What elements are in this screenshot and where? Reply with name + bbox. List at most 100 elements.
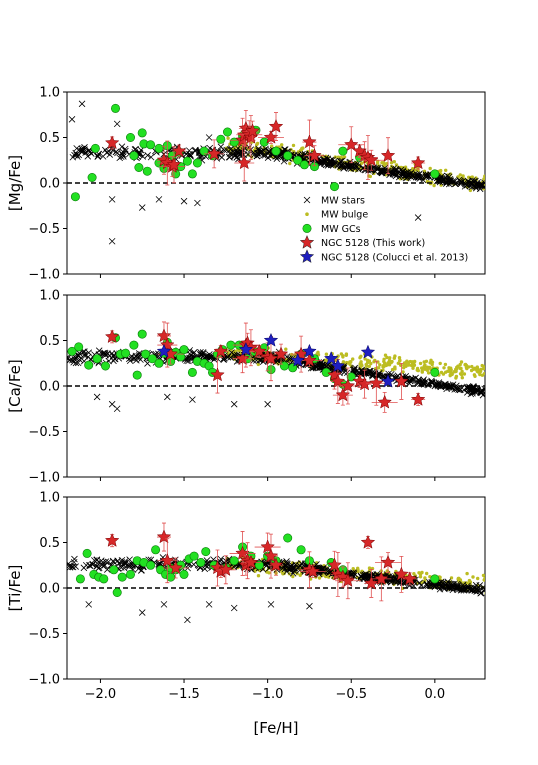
mw-gc-point: [74, 342, 84, 352]
mw-star-mark: [359, 165, 367, 172]
mw-bulge-point: [387, 363, 392, 367]
mw-gc-point: [216, 134, 226, 144]
mw-star-mark: [323, 565, 331, 573]
mw-bulge-point: [401, 370, 405, 374]
ngc5128-this-work-point: [380, 148, 396, 162]
mw-star-mark: [387, 169, 395, 177]
mw-bulge-point: [382, 162, 386, 167]
mw-gc-point: [111, 103, 121, 113]
mw-bulge-point: [485, 176, 488, 179]
mw-bulge-point: [413, 359, 417, 364]
mw-gc-point: [189, 551, 199, 561]
ngc5128-this-work-point: [327, 557, 342, 572]
mw-gc-point: [129, 151, 139, 161]
y-tick-label: 0.5: [39, 334, 60, 349]
mw-star-mark: [309, 364, 317, 372]
mw-star-mark: [80, 145, 87, 152]
mw-star-mark: [473, 588, 480, 595]
y-tick-label: −1.0: [28, 268, 60, 283]
ngc5128-this-work-point: [156, 529, 172, 544]
mw-star-mark: [360, 575, 368, 583]
mw-star-mark: [137, 356, 144, 363]
mw-gc-point: [82, 548, 92, 558]
mw-star-mark: [394, 578, 401, 585]
mw-star-mark: [205, 134, 213, 141]
mw-stars-series: [56, 100, 485, 245]
mw-gc-point: [430, 169, 440, 179]
mw-bulge-point: [365, 358, 370, 362]
ngc5128-this-work-point: [268, 118, 284, 133]
mw-bulge-point: [441, 372, 446, 376]
mw-bulge-point: [459, 372, 464, 377]
mw-star-mark: [95, 347, 103, 354]
mw-bulge-point: [418, 361, 423, 366]
mw-star-mark: [58, 559, 64, 565]
mw-bulge-point: [488, 182, 491, 185]
mw-star-mark: [264, 154, 272, 161]
ngc5128-this-work-point: [104, 533, 120, 547]
mw-bulge-point: [367, 364, 371, 369]
mw-gc-point: [179, 569, 189, 579]
mw-star-mark: [155, 196, 163, 203]
mw-star-mark: [56, 567, 62, 573]
mw-bulge-point: [491, 583, 494, 586]
mw-bulge-point: [423, 576, 427, 580]
mw-star-mark: [358, 366, 366, 374]
mw-bulge-point: [360, 569, 364, 573]
ngc5128-this-work-point: [340, 573, 356, 587]
mw-star-mark: [437, 580, 445, 588]
mw-bulge-point: [360, 161, 364, 165]
mw-star-mark: [72, 359, 80, 367]
mw-star-mark: [131, 354, 138, 362]
mw-star-mark: [468, 183, 475, 191]
mw-star-mark: [67, 148, 68, 155]
mw-bulge-point: [478, 372, 482, 377]
ngc5128-this-work-point: [410, 391, 426, 406]
y-tick-label: 0.5: [39, 131, 60, 146]
mw-bulge-point: [486, 579, 489, 582]
mw-star-mark: [59, 154, 65, 160]
mw-star-mark: [287, 355, 294, 362]
mw-star-mark: [217, 555, 225, 563]
mw-bulge-point: [455, 365, 459, 370]
mw-star-mark: [477, 589, 484, 597]
ngc5128-this-work-point: [213, 343, 229, 358]
mw-star-mark: [331, 157, 338, 165]
mw-bulge-point: [444, 168, 448, 172]
mw-gc-point: [112, 587, 122, 597]
mw-star-mark: [132, 145, 139, 153]
mw-star-mark: [415, 171, 423, 179]
panel-3: −1.0 −0.5 0.0 0.5 1.0 −2.0 −1.5 −1.0 −0.5 0.0 [Ti/…: [6, 491, 494, 702]
ngc5128-this-work-point: [263, 548, 279, 563]
mw-bulge-point: [491, 582, 494, 585]
mw-star-mark: [408, 377, 416, 384]
mw-star-mark: [58, 353, 64, 359]
mw-bulge-point: [378, 363, 382, 367]
mw-star-mark: [61, 563, 67, 569]
mw-bulge-point: [456, 576, 461, 581]
ngc5128-this-work-point: [251, 343, 267, 358]
ngc5128-this-work-point: [235, 351, 250, 365]
mw-bulge-point: [341, 355, 345, 359]
mw-star-mark: [89, 560, 97, 568]
mw-star-mark: [56, 152, 62, 158]
mw-gc-point: [154, 143, 164, 153]
mw-bulge-point: [487, 581, 490, 584]
mw-bulge-point: [348, 362, 352, 366]
mw-bulge-point: [397, 356, 402, 360]
mw-gc-point: [229, 556, 239, 566]
mw-bulge-point: [398, 358, 402, 362]
mw-bulge-point: [454, 369, 458, 374]
mw-bulge-point: [291, 143, 296, 148]
mw-bulge-point: [317, 576, 322, 580]
ngc5128-this-work-point: [243, 554, 259, 569]
mw-gc-point: [179, 345, 189, 355]
mw-star-mark: [351, 366, 358, 374]
mw-star-mark: [85, 601, 93, 608]
mw-bulge-point: [392, 356, 396, 360]
mw-bulge-point: [393, 367, 397, 371]
ngc5128-this-work-point: [156, 328, 172, 343]
mw-star-mark: [138, 609, 146, 616]
mw-star-mark: [350, 570, 358, 577]
mw-star-mark: [101, 350, 109, 358]
